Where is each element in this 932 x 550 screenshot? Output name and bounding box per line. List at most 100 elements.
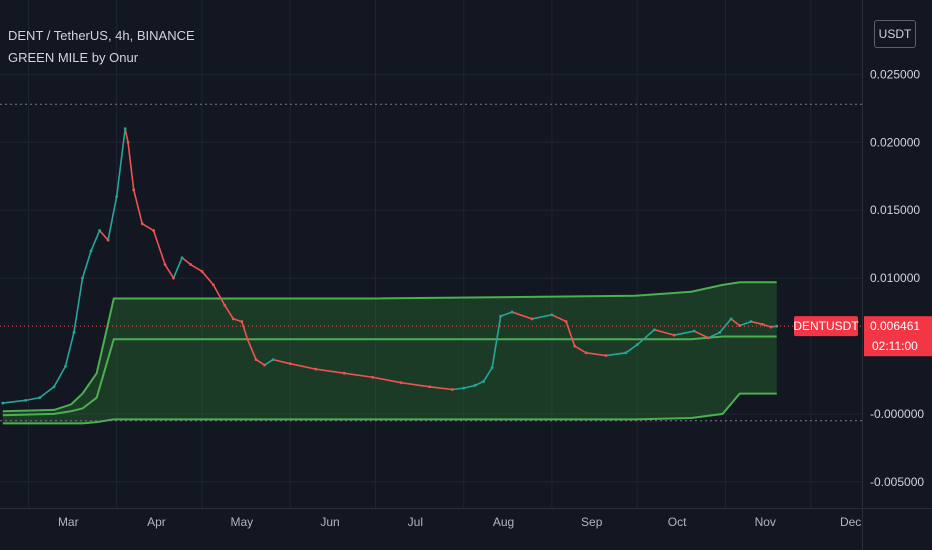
price-segment [255,358,266,366]
price-segment [463,384,476,389]
price-point [106,238,110,242]
price-point [52,385,56,389]
price-segment [81,250,92,279]
price-point [163,263,167,266]
band-fill [2,282,777,424]
price-point [652,328,656,332]
price-segment [565,321,576,347]
ticker-label: DENTUSDT [793,319,859,333]
price-segment [491,316,502,368]
price-point [499,314,503,318]
price-point [482,379,486,383]
price-segment [574,345,587,354]
middle-band-line [2,335,777,417]
price-point [706,336,710,340]
price-segment [152,230,166,265]
price-point [24,398,28,402]
price-point [98,229,101,232]
price-point [132,188,136,192]
price-point [399,381,403,385]
price-point [490,366,494,370]
price-segment [585,352,607,357]
price-point [604,354,608,357]
price-label: 0.006461 [870,319,920,333]
price-point [271,358,275,362]
y-tick-label: 0.015000 [870,203,920,217]
price-segment [511,311,533,320]
price-segment [25,396,40,402]
x-tick-label: Jun [320,515,339,529]
price-segment [246,338,257,360]
y-tick-label: 0.025000 [870,67,920,81]
x-tick-label: Sep [581,515,603,529]
x-tick-label: Dec [840,515,861,529]
price-segment [127,142,135,190]
price-segment [693,330,709,339]
price-segment [674,330,695,336]
price-point [428,385,431,389]
price-segment [750,320,763,326]
lower-band-line [2,392,777,425]
price-point [672,333,676,337]
price-point [288,362,292,366]
price-segment [531,314,553,320]
price-point [180,256,184,260]
price-tag [864,316,932,357]
currency-unit-button[interactable]: USDT [874,20,916,48]
indicator-legend[interactable]: GREEN MILE by Onur [8,50,139,65]
price-point [115,195,119,199]
price-point [550,313,554,317]
price-point [573,344,577,348]
price-segment [172,257,183,279]
price-point [450,388,454,391]
price-point [240,320,244,323]
price-point [140,222,144,226]
price-point [126,140,130,144]
price-segment [224,304,234,320]
price-point [342,371,346,375]
price-point [246,337,249,341]
price-point [473,384,477,387]
price-series [1,127,779,405]
price-segment [115,128,126,197]
price-segment [241,321,249,340]
price-point [81,276,84,280]
price-segment [39,386,55,399]
price-point [152,229,156,232]
price-point [263,363,266,367]
countdown-label: 02:11:00 [872,339,918,353]
y-tick-label: -0.005000 [870,475,924,489]
price-segment [482,367,493,382]
price-segment [708,331,721,339]
y-tick-label: 0.010000 [870,271,920,285]
price-point [761,322,764,326]
x-tick-label: Apr [147,515,166,529]
price-point [624,351,628,355]
price-segment [719,318,732,333]
price-segment [124,128,129,143]
price-segment [2,399,26,404]
price-segment [739,320,752,327]
price-point [584,351,588,355]
price-segment [264,358,274,366]
price-point [462,386,466,390]
price-point [89,249,93,253]
price-segment [762,323,772,328]
price-segment [141,223,155,232]
price-segment [53,366,67,388]
price-segment [372,376,402,384]
price-point [749,320,753,323]
price-point [189,263,193,266]
price-point [729,317,733,321]
symbol-legend[interactable]: DENT / TetherUS, 4h, BINANCE [8,28,195,43]
price-segment [315,368,345,374]
price-segment [164,264,175,279]
price-segment [64,332,75,367]
price-point [530,317,534,321]
price-segment [90,230,101,252]
price-segment [551,314,567,323]
x-tick-label: Nov [755,515,776,529]
price-point [564,320,568,323]
price-segment [654,328,675,336]
